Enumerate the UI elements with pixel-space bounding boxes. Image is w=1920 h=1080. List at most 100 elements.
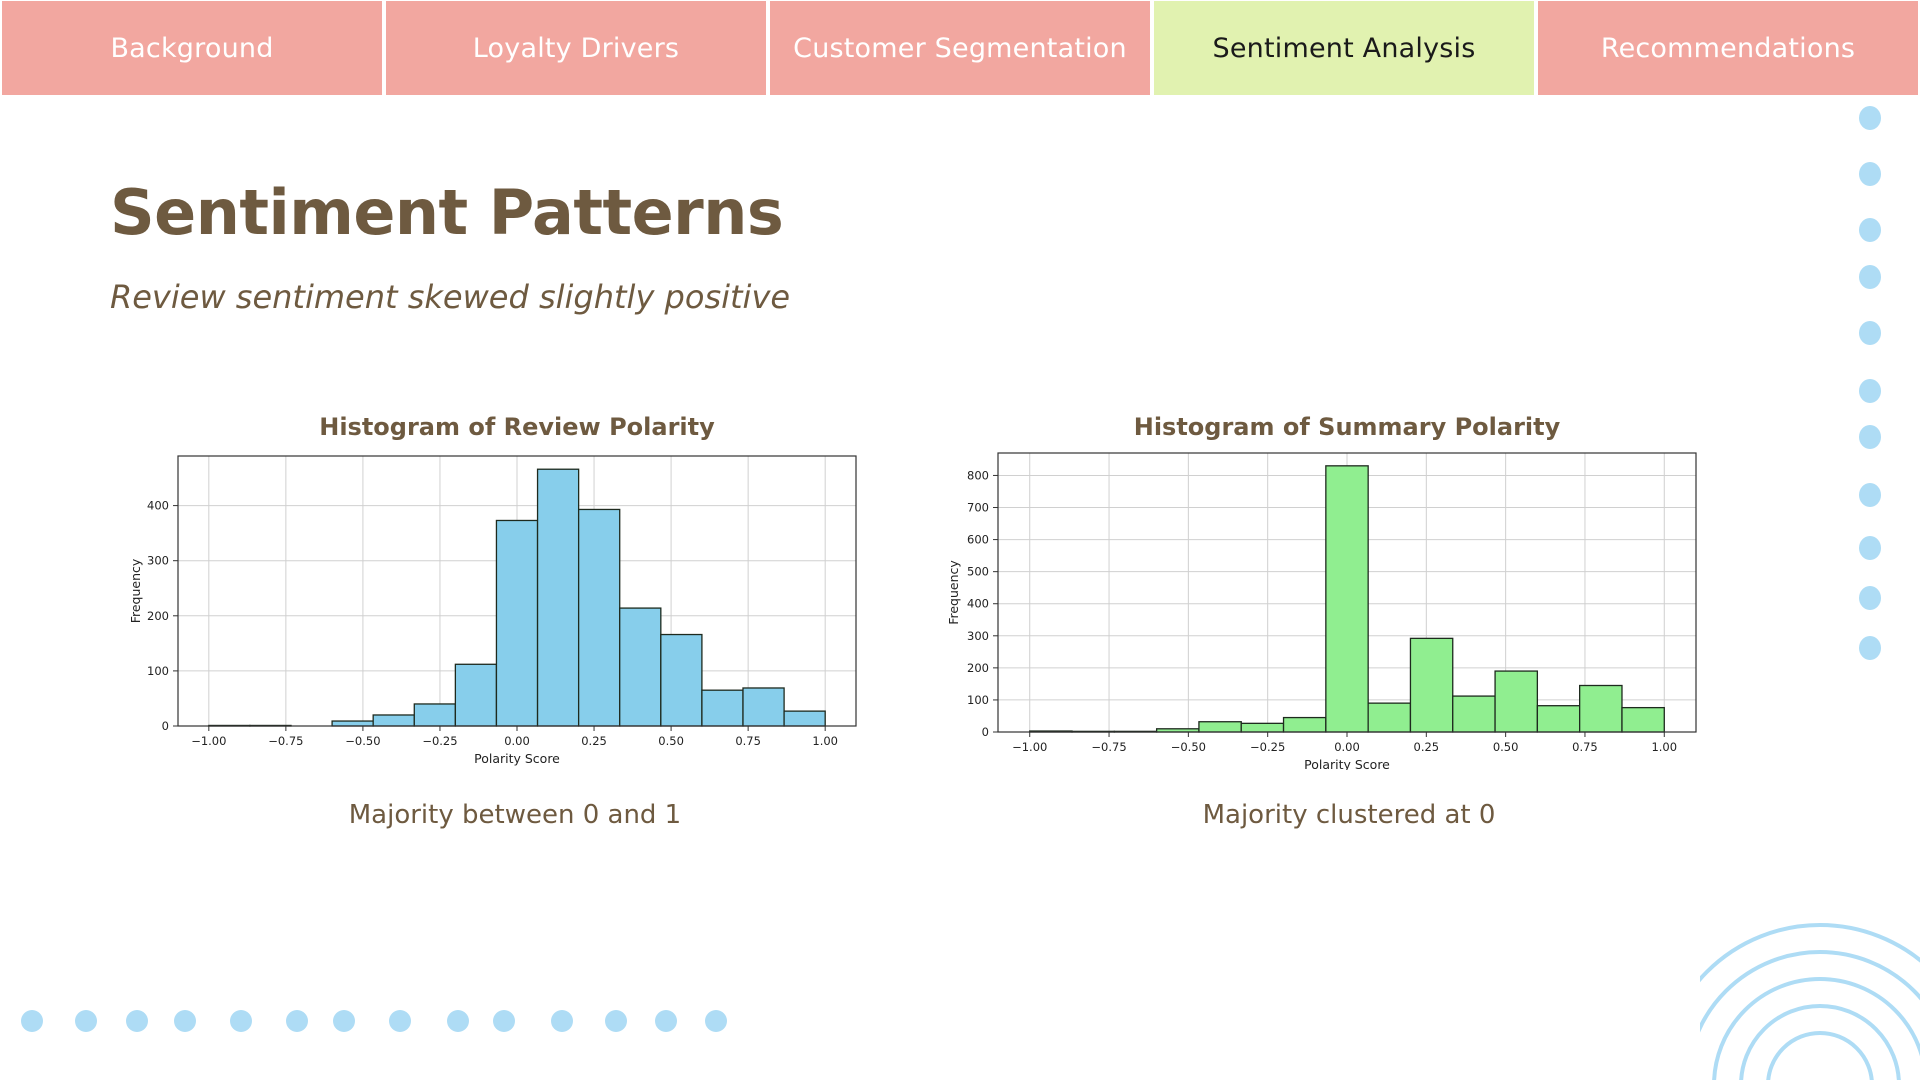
x-tick-label: −1.00 xyxy=(191,734,226,748)
y-tick-label: 600 xyxy=(967,533,989,547)
x-tick-label: −0.50 xyxy=(345,734,380,748)
histogram-bar xyxy=(1240,722,1285,733)
tab-recommendations[interactable]: Recommendations xyxy=(1538,1,1918,95)
x-tick-label: 0.75 xyxy=(735,734,761,748)
x-tick-label: −0.25 xyxy=(422,734,457,748)
decor-dot xyxy=(1859,265,1881,289)
decor-dot xyxy=(705,1010,727,1032)
decor-arc xyxy=(1700,923,1920,983)
histogram-bar xyxy=(783,710,826,727)
histogram-bar xyxy=(742,687,785,727)
chart-title: Histogram of Summary Polarity xyxy=(1134,413,1561,441)
decorative-arcs xyxy=(1700,923,1920,1080)
histogram-bar xyxy=(1198,721,1242,733)
tab-customer-segmentation[interactable]: Customer Segmentation xyxy=(770,1,1150,95)
decor-dot xyxy=(1859,636,1881,660)
page-subtitle: Review sentiment skewed slightly positiv… xyxy=(110,278,791,316)
y-tick-label: 100 xyxy=(967,693,989,707)
y-tick-label: 800 xyxy=(967,468,989,482)
decorative-dots-vertical xyxy=(1859,106,1881,660)
y-tick-label: 300 xyxy=(147,554,169,568)
histogram-bar xyxy=(1621,706,1665,733)
review-polarity-chart: Histogram of Review Polarity −1.00 −0.75 −0… xyxy=(120,400,880,770)
y-tick-label: 400 xyxy=(967,597,989,611)
decor-dot xyxy=(605,1010,627,1032)
decor-dot xyxy=(655,1010,677,1032)
page-title: Sentiment Patterns xyxy=(110,176,784,249)
x-tick-label: −0.50 xyxy=(1171,740,1206,754)
x-tick-label: −0.75 xyxy=(268,734,303,748)
histogram-bar xyxy=(1452,695,1496,733)
decor-dot xyxy=(1859,379,1881,403)
y-axis-label: Frequency xyxy=(946,560,961,625)
y-tick-label: 500 xyxy=(967,565,989,579)
decor-dot xyxy=(333,1010,355,1032)
summary-polarity-chart: Histogram of Summary Polarity −1.00 −0.75 −… xyxy=(940,400,1720,770)
tab-loyalty-drivers[interactable]: Loyalty Drivers xyxy=(386,1,766,95)
review-polarity-histogram: Histogram of Review Polarity −1.00 −0.75 −0… xyxy=(128,413,857,766)
x-tick-label: 0.25 xyxy=(1414,740,1440,754)
histogram-bar xyxy=(1367,702,1412,733)
histogram-bar xyxy=(331,720,374,727)
histogram-bar xyxy=(1579,684,1623,733)
decor-dot xyxy=(1859,162,1881,186)
histogram-bar xyxy=(1409,637,1454,733)
y-tick-label: 300 xyxy=(967,629,989,643)
decor-dot xyxy=(230,1010,252,1032)
x-axis-label: Polarity Score xyxy=(474,751,560,766)
x-tick-label: 0.00 xyxy=(504,734,530,748)
decor-dot xyxy=(21,1010,43,1032)
tab-background[interactable]: Background xyxy=(2,1,382,95)
decor-dot xyxy=(75,1010,97,1032)
summary-chart-caption: Majority clustered at 0 xyxy=(1202,800,1496,830)
x-tick-label: −1.00 xyxy=(1012,740,1047,754)
decor-dot xyxy=(1859,483,1881,507)
histogram-bar xyxy=(1536,705,1581,733)
decor-arc xyxy=(1700,950,1920,1033)
y-tick-label: 200 xyxy=(967,661,989,675)
decor-dot xyxy=(493,1010,515,1032)
y-tick-label: 400 xyxy=(147,499,169,513)
histogram-bar xyxy=(495,519,539,727)
y-tick-label: 0 xyxy=(162,719,169,733)
decor-dot xyxy=(551,1010,573,1032)
decor-dot xyxy=(1859,425,1881,449)
x-axis-label: Polarity Score xyxy=(1304,757,1390,770)
histogram-bar xyxy=(536,468,580,727)
decorative-dots-horizontal xyxy=(21,1010,727,1032)
tab-sentiment-analysis[interactable]: Sentiment Analysis xyxy=(1154,1,1534,95)
decor-arc xyxy=(1766,1031,1874,1080)
histogram-bar xyxy=(1325,465,1369,733)
histogram-bar xyxy=(372,714,415,727)
plot-frame xyxy=(177,455,857,727)
histogram-bar xyxy=(701,689,744,727)
decor-dot xyxy=(1859,321,1881,345)
histogram-bar xyxy=(660,633,703,727)
histogram-bar xyxy=(619,607,662,727)
y-tick-label: 700 xyxy=(967,501,989,515)
decor-dot xyxy=(1859,106,1881,130)
x-tick-label: 1.00 xyxy=(1651,740,1677,754)
histogram-bar xyxy=(413,703,457,727)
summary-polarity-histogram: Histogram of Summary Polarity −1.00 −0.75 −… xyxy=(946,413,1697,770)
decor-dot xyxy=(286,1010,308,1032)
x-tick-label: 0.50 xyxy=(658,734,684,748)
y-tick-label: 0 xyxy=(982,725,989,739)
x-tick-label: −0.75 xyxy=(1091,740,1126,754)
decor-dot xyxy=(174,1010,196,1032)
decor-arc xyxy=(1712,977,1920,1080)
decor-dot xyxy=(1859,536,1881,560)
chart-title: Histogram of Review Polarity xyxy=(319,413,715,441)
histogram-bar xyxy=(577,508,621,727)
y-axis-label: Frequency xyxy=(128,558,143,623)
nav-tabs: Background Loyalty Drivers Customer Segmen… xyxy=(0,0,1920,97)
x-tick-label: 0.25 xyxy=(581,734,607,748)
decor-dot xyxy=(1859,218,1881,242)
histogram-bar xyxy=(454,663,498,727)
x-tick-label: 1.00 xyxy=(812,734,838,748)
decor-dot xyxy=(1859,586,1881,610)
x-tick-label: 0.50 xyxy=(1493,740,1519,754)
y-tick-label: 200 xyxy=(147,609,169,623)
decor-dot xyxy=(126,1010,148,1032)
x-tick-label: 0.75 xyxy=(1572,740,1598,754)
